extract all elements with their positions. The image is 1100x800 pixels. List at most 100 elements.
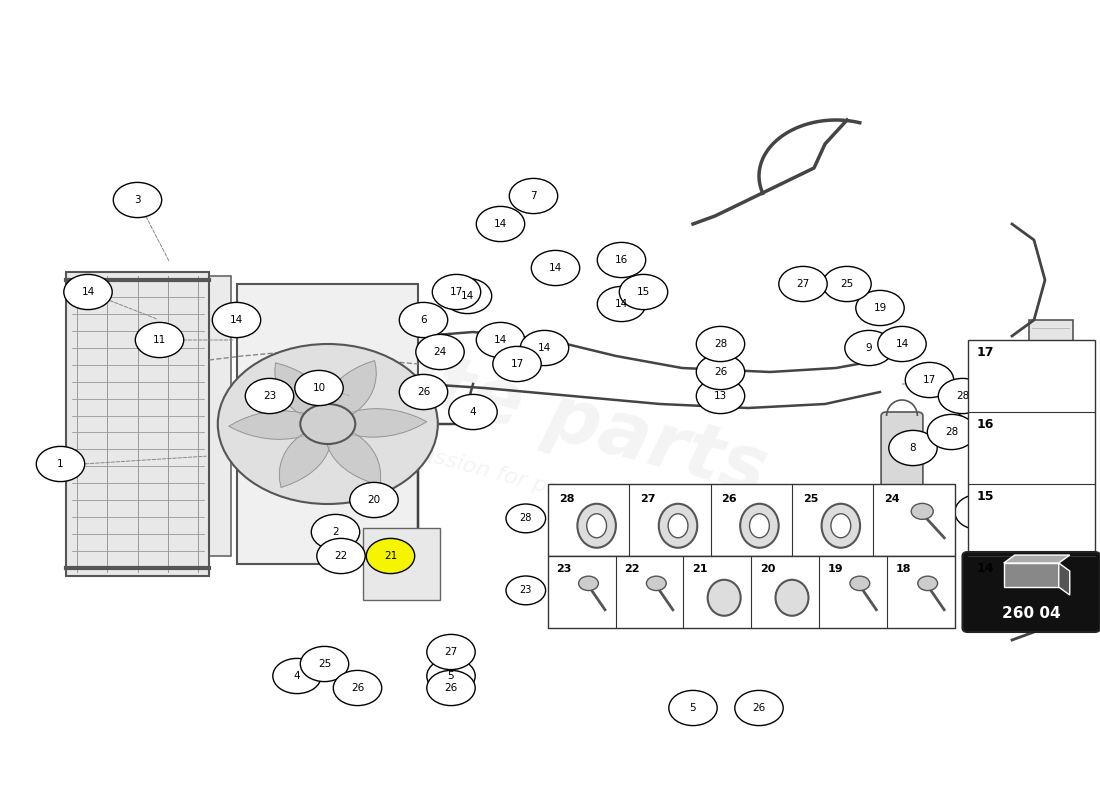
Text: 17: 17 [923, 375, 936, 385]
Text: 28: 28 [945, 427, 958, 437]
Text: 18: 18 [895, 564, 911, 574]
Text: 19: 19 [873, 303, 887, 313]
Text: 4: 4 [470, 407, 476, 417]
Circle shape [850, 576, 870, 590]
Text: 14: 14 [461, 291, 474, 301]
Text: 16: 16 [977, 418, 994, 431]
Text: 14: 14 [81, 287, 95, 297]
Circle shape [443, 278, 492, 314]
Circle shape [245, 378, 294, 414]
Circle shape [779, 266, 827, 302]
Circle shape [917, 576, 937, 590]
Circle shape [427, 658, 475, 694]
Circle shape [579, 576, 598, 590]
Text: 28: 28 [559, 494, 574, 504]
FancyBboxPatch shape [962, 552, 1100, 632]
Circle shape [311, 514, 360, 550]
Circle shape [212, 302, 261, 338]
Circle shape [432, 274, 481, 310]
Text: 17: 17 [510, 359, 524, 369]
Circle shape [366, 538, 415, 574]
Polygon shape [1003, 555, 1069, 563]
Circle shape [476, 322, 525, 358]
Circle shape [856, 290, 904, 326]
Circle shape [427, 634, 475, 670]
FancyBboxPatch shape [548, 484, 955, 556]
Text: 14: 14 [549, 263, 562, 273]
Circle shape [506, 504, 546, 533]
Text: 15: 15 [637, 287, 650, 297]
Text: 14: 14 [977, 562, 994, 575]
Text: 11: 11 [153, 335, 166, 345]
Circle shape [416, 334, 464, 370]
Circle shape [113, 182, 162, 218]
Text: a passion for parts since 1985: a passion for parts since 1985 [385, 435, 715, 541]
Circle shape [955, 386, 1003, 422]
Text: 260 04: 260 04 [1002, 606, 1060, 621]
Text: 24: 24 [433, 347, 447, 357]
Text: 22: 22 [625, 564, 640, 574]
Circle shape [300, 404, 355, 444]
Circle shape [333, 670, 382, 706]
Text: 15: 15 [977, 490, 994, 503]
Text: 14: 14 [230, 315, 243, 325]
FancyBboxPatch shape [66, 272, 209, 576]
Ellipse shape [822, 504, 860, 548]
Text: 20: 20 [760, 564, 775, 574]
Text: 23: 23 [263, 391, 276, 401]
Circle shape [476, 206, 525, 242]
Circle shape [399, 302, 448, 338]
Ellipse shape [659, 504, 697, 548]
Polygon shape [1058, 563, 1069, 595]
Circle shape [938, 378, 987, 414]
Text: 9: 9 [866, 343, 872, 353]
Text: 26: 26 [444, 683, 458, 693]
Text: 22: 22 [334, 551, 348, 561]
Circle shape [647, 576, 667, 590]
Circle shape [531, 250, 580, 286]
Text: 28: 28 [972, 507, 986, 517]
Text: 28: 28 [956, 391, 969, 401]
Text: 26: 26 [351, 683, 364, 693]
Text: 20: 20 [367, 495, 381, 505]
Circle shape [889, 430, 937, 466]
Circle shape [845, 330, 893, 366]
Ellipse shape [830, 514, 850, 538]
Circle shape [905, 362, 954, 398]
Circle shape [669, 690, 717, 726]
Circle shape [295, 370, 343, 406]
Text: 28: 28 [519, 514, 532, 523]
Text: 26: 26 [752, 703, 766, 713]
Circle shape [493, 346, 541, 382]
Text: 12: 12 [1022, 423, 1035, 433]
Circle shape [927, 414, 976, 450]
FancyBboxPatch shape [881, 412, 923, 516]
Text: 2: 2 [332, 527, 339, 537]
Circle shape [509, 178, 558, 214]
Circle shape [696, 378, 745, 414]
Text: 8: 8 [910, 443, 916, 453]
Text: 25: 25 [318, 659, 331, 669]
Text: 26: 26 [714, 367, 727, 377]
Polygon shape [275, 363, 330, 414]
Circle shape [597, 242, 646, 278]
Text: 1: 1 [57, 459, 64, 469]
Ellipse shape [740, 504, 779, 548]
Circle shape [696, 354, 745, 390]
Text: 25: 25 [803, 494, 818, 504]
Ellipse shape [578, 504, 616, 548]
Circle shape [619, 274, 668, 310]
Polygon shape [229, 411, 309, 439]
Text: 17: 17 [450, 287, 463, 297]
Ellipse shape [776, 580, 808, 616]
Circle shape [64, 274, 112, 310]
FancyBboxPatch shape [968, 340, 1094, 628]
Text: 19: 19 [828, 564, 844, 574]
Text: 14: 14 [494, 335, 507, 345]
Text: 27: 27 [444, 647, 458, 657]
Ellipse shape [586, 514, 606, 538]
Circle shape [735, 690, 783, 726]
Polygon shape [326, 434, 381, 485]
Text: 26: 26 [722, 494, 737, 504]
Text: 18: 18 [972, 399, 986, 409]
